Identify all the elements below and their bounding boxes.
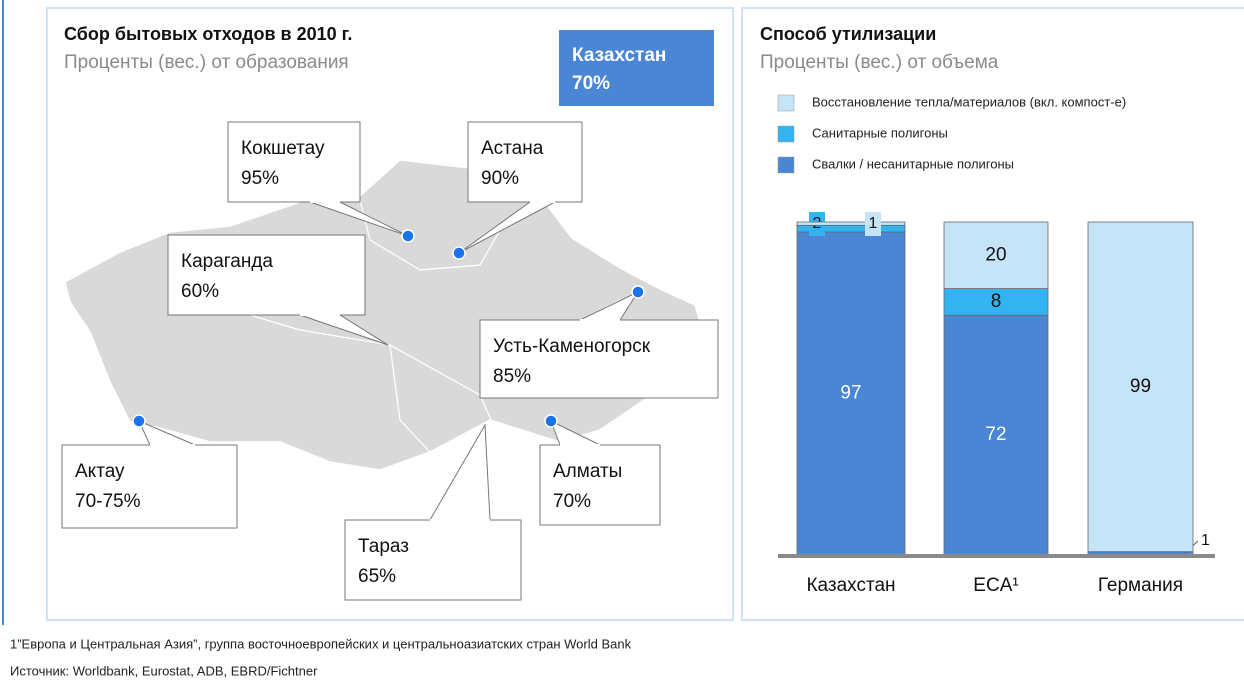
city-dot xyxy=(544,414,558,428)
legend-swatch xyxy=(777,125,795,143)
bar-segment xyxy=(796,231,906,556)
data-label: 1 xyxy=(1201,532,1210,549)
legend-label: Восстановление тепла/материалов (вкл. ко… xyxy=(812,94,1126,109)
bar-segment xyxy=(943,288,1049,316)
city-name: Алматы xyxy=(553,461,622,482)
city-name: Кокшетау xyxy=(241,138,325,159)
bar-segment xyxy=(1087,221,1194,553)
map-borders xyxy=(389,344,431,453)
callout-box xyxy=(479,319,719,399)
data-label: 8 xyxy=(991,291,1002,312)
chart-subtitle: Проценты (вес.) от объема xyxy=(760,52,999,73)
city-dot xyxy=(401,229,415,243)
data-label: 97 xyxy=(840,383,861,404)
x-tick-label: ECA¹ xyxy=(973,575,1018,596)
city-value: 95% xyxy=(241,168,279,189)
data-label: 99 xyxy=(1130,376,1151,397)
chart-title: Способ утилизации xyxy=(760,24,936,44)
map-subtitle: Проценты (вес.) от образования xyxy=(64,52,349,73)
map-title: Сбор бытовых отходов в 2010 г. xyxy=(64,24,352,44)
map-panel xyxy=(46,7,734,621)
badge-value: 70% xyxy=(572,73,610,94)
callout-box xyxy=(167,234,366,316)
city-value: 60% xyxy=(181,281,219,302)
city-name: Астана xyxy=(481,138,544,159)
x-tick-label: Казахстан xyxy=(806,575,895,596)
badge xyxy=(559,30,714,106)
city-dot xyxy=(452,246,466,260)
legend-label: Свалки / несанитарные полигоны xyxy=(812,156,1014,171)
legend-swatch xyxy=(777,156,795,174)
data-label: 1 xyxy=(869,215,878,232)
callout-box xyxy=(61,444,238,529)
city-name: Актау xyxy=(75,461,125,482)
callout-box xyxy=(539,444,661,526)
legend-swatch xyxy=(777,94,795,112)
callout-box xyxy=(227,121,361,203)
legend-label: Санитарные полигоны xyxy=(812,125,948,140)
bar-segment xyxy=(943,221,1049,289)
city-value: 90% xyxy=(481,168,519,189)
callout-box xyxy=(344,519,522,601)
chart-panel xyxy=(741,7,1244,621)
footnote: Источник: Worldbank, Eurostat, ADB, EBRD… xyxy=(10,663,318,678)
city-name: Усть-Каменогорск xyxy=(493,336,651,357)
city-value: 70% xyxy=(553,491,591,512)
data-label: 72 xyxy=(985,424,1006,445)
city-value: 65% xyxy=(358,566,396,587)
footnote: 1”Европа и Центральная Азия”, группа вос… xyxy=(10,636,632,651)
callout-box xyxy=(467,121,583,203)
city-dot xyxy=(631,285,645,299)
data-label: 20 xyxy=(985,244,1006,265)
city-value: 85% xyxy=(493,366,531,387)
bar-segment xyxy=(796,221,906,226)
city-name: Тараз xyxy=(358,536,409,557)
badge-name: Казахстан xyxy=(572,45,666,66)
label-box xyxy=(865,212,881,236)
x-tick-label: Германия xyxy=(1098,575,1183,596)
city-value: 70-75% xyxy=(75,491,141,512)
city-dot xyxy=(132,414,146,428)
city-name: Караганда xyxy=(181,251,273,272)
